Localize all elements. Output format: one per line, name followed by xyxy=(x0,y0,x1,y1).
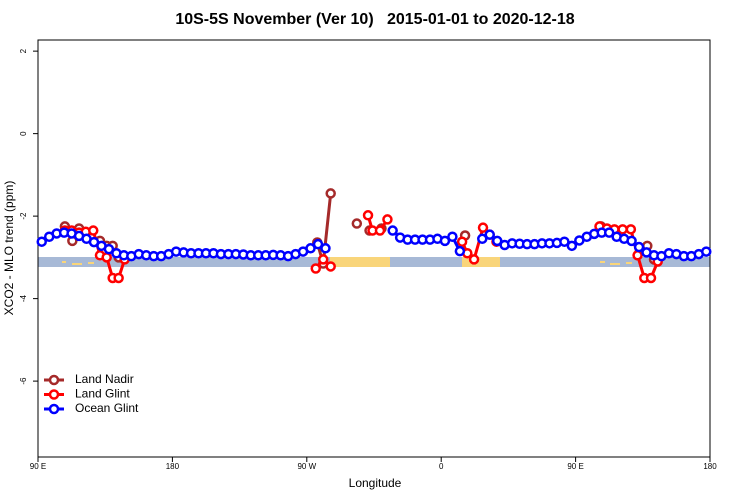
point xyxy=(387,225,398,236)
y-tick-label: -6 xyxy=(19,377,28,385)
point xyxy=(566,240,578,252)
land-strip xyxy=(330,257,390,267)
x-tick-label: 90 E xyxy=(567,462,583,471)
point xyxy=(351,218,363,229)
point xyxy=(633,241,645,253)
island xyxy=(626,262,632,264)
y-tick-label: 0 xyxy=(19,131,28,136)
point xyxy=(312,238,324,250)
point xyxy=(325,188,336,199)
point xyxy=(645,272,657,284)
point xyxy=(101,252,112,263)
point xyxy=(103,243,115,255)
chart-title: 10S-5S November (Ver 10) 2015-01-01 to 2… xyxy=(175,11,574,28)
point xyxy=(484,229,495,240)
x-tick-label: 90 W xyxy=(297,462,316,471)
x-tick-label: 90 E xyxy=(30,462,46,471)
y-tick-label: 2 xyxy=(19,48,28,53)
island xyxy=(72,263,82,265)
point xyxy=(617,224,628,235)
legend-label: Land Nadir xyxy=(75,372,134,386)
land-strip xyxy=(462,257,500,267)
island xyxy=(600,261,605,263)
point xyxy=(382,214,393,225)
point xyxy=(477,233,488,245)
island xyxy=(88,262,94,264)
land-ocean-strip xyxy=(38,257,710,267)
point xyxy=(374,225,386,236)
point xyxy=(305,243,316,254)
point xyxy=(317,254,329,265)
x-tick-label: 180 xyxy=(166,462,180,471)
island xyxy=(610,263,620,265)
legend-label: Ocean Glint xyxy=(75,401,139,415)
point xyxy=(559,236,570,247)
legend-marker xyxy=(48,374,60,386)
y-axis-label: XCO2 - MLO trend (ppm) xyxy=(2,181,16,316)
point xyxy=(632,250,643,261)
y-tick-label: -4 xyxy=(19,295,28,303)
y-tick-label: -2 xyxy=(19,212,28,220)
x-tick-label: 180 xyxy=(703,462,717,471)
point xyxy=(320,243,331,254)
point xyxy=(477,222,489,233)
point xyxy=(454,245,466,257)
point xyxy=(310,263,322,274)
point xyxy=(36,236,47,247)
point xyxy=(88,225,99,236)
point xyxy=(625,224,637,235)
point xyxy=(491,235,503,247)
legend-marker xyxy=(48,403,60,415)
point xyxy=(603,227,615,238)
island xyxy=(62,261,66,263)
x-axis-label: Longitude xyxy=(349,476,402,490)
legend-label: Land Glint xyxy=(75,387,130,401)
point xyxy=(626,235,637,247)
point xyxy=(439,235,451,247)
legend-marker xyxy=(48,389,60,400)
point xyxy=(447,231,458,242)
point xyxy=(468,254,480,265)
point xyxy=(325,261,336,272)
x-tick-label: 0 xyxy=(439,462,444,471)
point xyxy=(113,272,124,284)
point xyxy=(701,246,712,257)
point xyxy=(456,236,468,247)
point xyxy=(362,210,374,221)
